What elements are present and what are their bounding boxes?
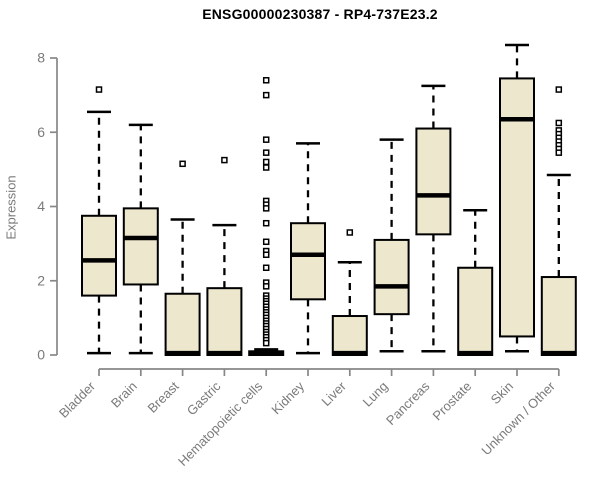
outlier-unknown-other [555,86,563,93]
outlier-hematopoietic-cells [262,339,270,347]
y-tick-label: 2 [37,272,45,288]
box-unknown-other [540,276,577,357]
outlier-gastric [221,156,228,164]
outlier-unknown-other [555,119,563,127]
outlier-hematopoietic-cells [262,149,270,156]
outlier-hematopoietic-cells [262,91,270,99]
y-tick-label: 0 [37,347,45,363]
outlier-hematopoietic-cells [262,283,270,290]
outlier-hematopoietic-cells [262,158,270,166]
outlier-unknown-other [555,149,563,156]
box-brain [122,207,159,286]
box-pancreas [415,127,452,236]
y-tick-label: 4 [37,198,45,214]
outlier-hematopoietic-cells [262,136,270,143]
x-tick-label-kidney: Kidney [268,378,307,417]
x-tick-label-lung: Lung [360,379,391,410]
x-tick-label-pancreas: Pancreas [383,378,433,428]
outlier-hematopoietic-cells [262,205,270,212]
x-tick-label-bladder: Bladder [56,378,99,421]
box-gastric [206,287,243,356]
outlier-hematopoietic-cells [262,264,270,272]
box-kidney [290,222,326,301]
x-tick-label-gastric: Gastric [184,378,224,418]
x-tick-label-breast: Breast [145,378,182,415]
outlier-hematopoietic-cells [262,238,270,246]
outlier-hematopoietic-cells [262,77,270,84]
outlier-hematopoietic-cells [262,219,270,227]
x-tick-label-liver: Liver [318,378,349,409]
outlier-hematopoietic-cells [262,164,270,171]
x-tick-label-prostate: Prostate [429,379,474,424]
outlier-breast [179,160,186,168]
chart-title: ENSG00000230387 - RP4-737E23.2 [202,6,438,22]
box-prostate [457,266,494,357]
x-tick-label-skin: Skin [488,379,516,407]
outlier-liver [346,229,354,236]
box-lung [373,238,410,316]
x-tick-label-unknown-other: Unknown / Other [478,378,558,458]
outlier-hematopoietic-cells [262,251,270,259]
outlier-bladder [95,86,103,93]
box-bladder [81,214,117,297]
x-tick-label-brain: Brain [108,379,140,411]
box-breast [164,292,201,356]
y-tick-label: 6 [37,124,45,140]
y-tick-label: 8 [37,50,45,66]
box-liver [331,315,368,356]
